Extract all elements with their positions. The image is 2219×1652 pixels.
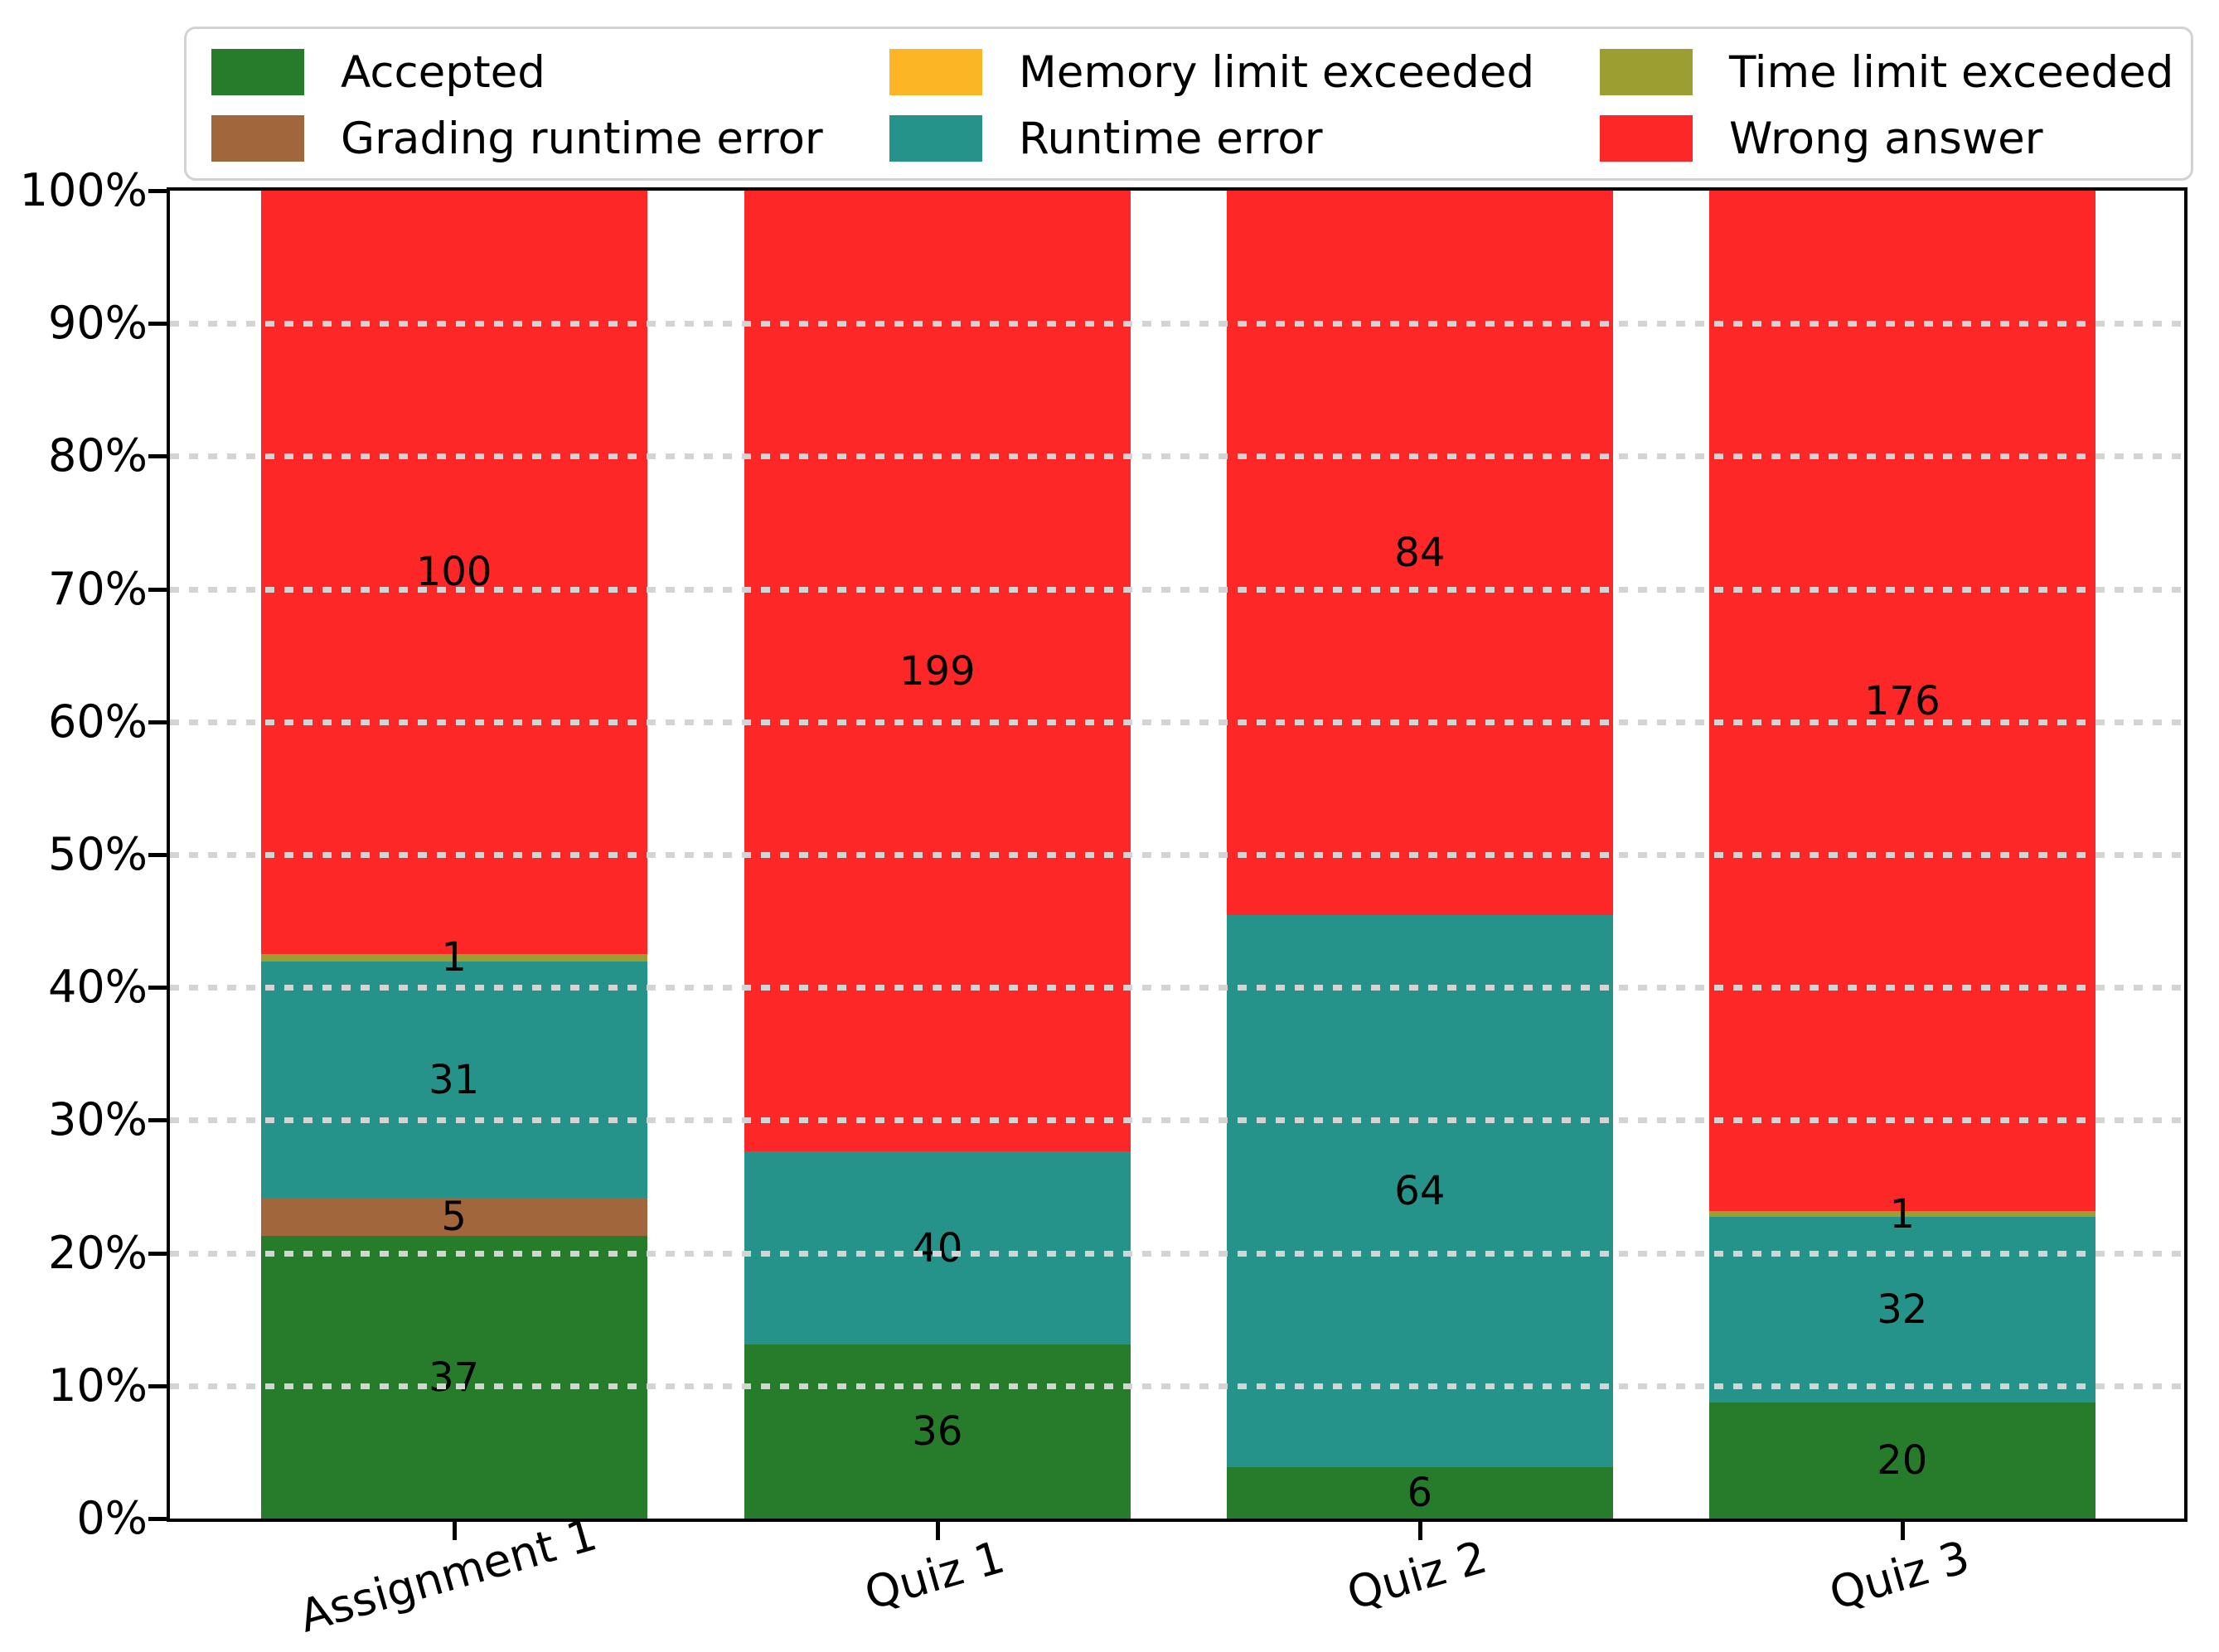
bar-value-label-runtime-error: 64 xyxy=(1394,1167,1446,1214)
y-tick-mark-70 xyxy=(148,587,167,592)
y-tick-label-40: 40% xyxy=(47,961,148,1014)
y-tick-label-60: 60% xyxy=(47,695,148,748)
bar-value-label-accepted: 6 xyxy=(1407,1469,1433,1516)
y-tick-label-80: 80% xyxy=(47,429,148,482)
legend-label-memory-limit-exceeded: Memory limit exceeded xyxy=(1019,46,1535,98)
gridline-60-percent xyxy=(170,719,2184,725)
bar-segment-accepted xyxy=(744,1344,1131,1519)
legend-item-grading-runtime-error: Grading runtime error xyxy=(211,105,823,172)
gridline-80-percent xyxy=(170,453,2184,460)
gridline-70-percent xyxy=(170,586,2184,593)
legend-swatch-accepted xyxy=(211,49,304,95)
gridline-10-percent xyxy=(170,1383,2184,1389)
bar-segment-runtime-error xyxy=(260,961,647,1199)
bar-segment-wrong-answer xyxy=(1226,191,1613,915)
bar-segment-time-limit-exceeded xyxy=(260,953,647,962)
gridline-90-percent xyxy=(170,321,2184,327)
x-tick-label-quiz-2: Quiz 2 xyxy=(1341,1530,1493,1621)
legend-item-accepted: Accepted xyxy=(211,39,823,105)
y-tick-mark-20 xyxy=(148,1251,167,1256)
stacked-bar-quiz-3: 20 32 1 176 xyxy=(1708,191,2095,1519)
legend-swatch-wrong-answer xyxy=(1600,115,1693,162)
gridline-40-percent xyxy=(170,985,2184,991)
bar-segment-wrong-answer xyxy=(260,191,647,954)
legend-item-memory-limit-exceeded: Memory limit exceeded xyxy=(889,39,1534,105)
legend-label-wrong-answer: Wrong answer xyxy=(1729,113,2043,164)
legend-item-runtime-error: Runtime error xyxy=(889,105,1534,172)
x-tick-mark-quiz-1 xyxy=(935,1522,940,1540)
y-tick-mark-50 xyxy=(148,853,167,857)
y-tick-mark-30 xyxy=(148,1118,167,1123)
y-tick-label-70: 70% xyxy=(47,562,148,615)
y-tick-mark-80 xyxy=(148,454,167,459)
legend-swatch-runtime-error xyxy=(889,115,982,162)
bar-segment-runtime-error xyxy=(1708,1217,2095,1403)
gridline-30-percent xyxy=(170,1117,2184,1124)
bar-value-label-runtime-error: 40 xyxy=(912,1224,963,1272)
bar-value-label-accepted: 36 xyxy=(912,1408,963,1456)
y-tick-label-10: 10% xyxy=(47,1359,148,1412)
legend: Accepted Grading runtime error Memory limi… xyxy=(184,27,2193,181)
legend-column-2: Memory limit exceeded Runtime error xyxy=(889,39,1534,172)
plot-area: 37 5 31 1 100 36 40 199 6 64 84 20 32 1 176 xyxy=(167,187,2188,1522)
x-tick-label-assignment-1: Assignment 1 xyxy=(293,1508,603,1643)
bar-segment-runtime-error xyxy=(1226,914,1613,1467)
y-tick-mark-100 xyxy=(148,189,167,193)
y-tick-label-30: 30% xyxy=(47,1093,148,1146)
x-tick-label-quiz-1: Quiz 1 xyxy=(859,1530,1010,1621)
bar-segment-wrong-answer xyxy=(1708,191,2095,1212)
y-tick-label-0: 0% xyxy=(76,1492,148,1544)
bar-value-label-grading-runtime-error: 5 xyxy=(441,1194,467,1241)
bar-value-label-wrong-answer: 199 xyxy=(899,647,976,695)
bar-value-label-accepted: 20 xyxy=(1877,1437,1928,1485)
legend-column-3: Time limit exceeded Wrong answer xyxy=(1600,39,2173,172)
bar-segment-accepted xyxy=(1226,1466,1613,1519)
y-tick-mark-0 xyxy=(148,1517,167,1521)
bar-segment-accepted xyxy=(260,1236,647,1519)
plot-inner: 37 5 31 1 100 36 40 199 6 64 84 20 32 1 176 xyxy=(170,191,2184,1519)
legend-swatch-memory-limit-exceeded xyxy=(889,49,982,95)
bar-value-label-accepted: 37 xyxy=(429,1354,480,1401)
gridline-20-percent xyxy=(170,1250,2184,1257)
bar-value-label-wrong-answer: 176 xyxy=(1863,677,1940,724)
legend-label-grading-runtime-error: Grading runtime error xyxy=(341,113,823,164)
stacked-bar-quiz-1: 36 40 199 xyxy=(744,191,1131,1519)
bar-value-label-runtime-error: 31 xyxy=(429,1056,480,1103)
x-tick-mark-quiz-2 xyxy=(1417,1522,1422,1540)
bar-value-label-runtime-error: 32 xyxy=(1877,1286,1928,1334)
bar-value-label-time-limit-exceeded: 1 xyxy=(441,934,467,981)
bar-value-label-wrong-answer: 100 xyxy=(415,549,492,596)
gridline-50-percent xyxy=(170,852,2184,858)
x-tick-label-quiz-3: Quiz 3 xyxy=(1824,1530,1975,1621)
bar-segment-time-limit-exceeded xyxy=(1708,1211,2095,1218)
y-tick-mark-40 xyxy=(148,986,167,991)
bar-segment-wrong-answer xyxy=(744,191,1131,1152)
y-tick-label-100: 100% xyxy=(19,164,148,216)
legend-swatch-time-limit-exceeded xyxy=(1600,49,1693,95)
legend-column-1: Accepted Grading runtime error xyxy=(211,39,823,172)
y-tick-label-90: 90% xyxy=(47,297,148,350)
y-tick-label-20: 20% xyxy=(47,1226,148,1279)
bar-value-label-time-limit-exceeded: 1 xyxy=(1889,1190,1916,1238)
y-tick-mark-10 xyxy=(148,1383,167,1388)
legend-item-time-limit-exceeded: Time limit exceeded xyxy=(1600,39,2173,105)
legend-item-wrong-answer: Wrong answer xyxy=(1600,105,2173,172)
legend-label-accepted: Accepted xyxy=(341,46,545,98)
stacked-bar-quiz-2: 6 64 84 xyxy=(1226,191,1613,1519)
x-tick-mark-quiz-3 xyxy=(1900,1522,1905,1540)
bar-value-label-wrong-answer: 84 xyxy=(1394,529,1446,576)
legend-label-runtime-error: Runtime error xyxy=(1019,113,1323,164)
y-tick-label-50: 50% xyxy=(47,828,148,880)
x-tick-mark-assignment-1 xyxy=(452,1522,457,1540)
y-tick-mark-60 xyxy=(148,719,167,724)
stacked-bar-assignment-1: 37 5 31 1 100 xyxy=(260,191,647,1519)
bar-segment-accepted xyxy=(1708,1403,2095,1519)
bar-segment-runtime-error xyxy=(744,1151,1131,1345)
bar-segment-grading-runtime-error xyxy=(260,1198,647,1237)
legend-label-time-limit-exceeded: Time limit exceeded xyxy=(1729,46,2174,98)
legend-swatch-grading-runtime-error xyxy=(211,115,304,162)
y-tick-mark-90 xyxy=(148,322,167,327)
